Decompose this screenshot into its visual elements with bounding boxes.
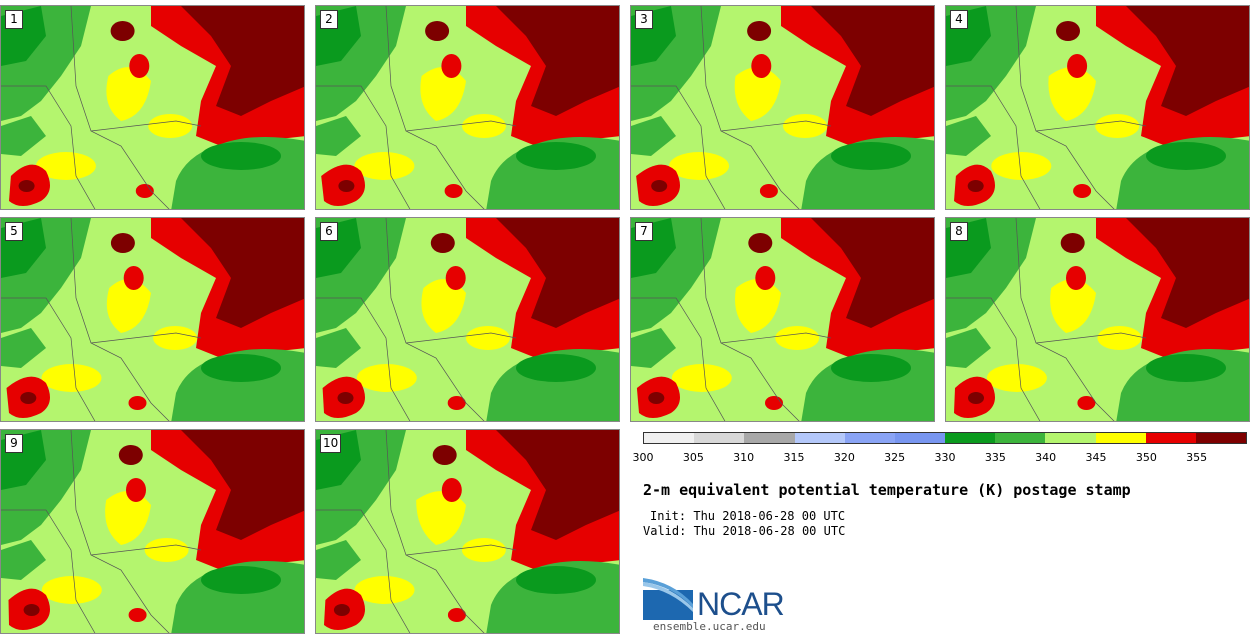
colorbar-segment [945, 433, 996, 443]
colorbar-tick-label: 310 [733, 451, 755, 464]
colorbar-tick-label: 325 [884, 451, 906, 464]
member-number-label: 1 [5, 10, 23, 29]
member-number-label: 6 [320, 222, 338, 241]
colorbar-segment [644, 433, 695, 443]
colorbar-tick-label: 300 [632, 451, 654, 464]
member-number-label: 9 [5, 434, 23, 453]
ensemble-member-map[interactable]: 1 [0, 5, 305, 210]
ensemble-member-map[interactable]: 4 [945, 5, 1250, 210]
ensemble-member-map[interactable]: 2 [315, 5, 620, 210]
colorbar-tick-label: 315 [783, 451, 805, 464]
colorbar-tick-label: 305 [682, 451, 704, 464]
colorbar-tick-label: 340 [1035, 451, 1057, 464]
colorbar-tick-label: 330 [934, 451, 956, 464]
colorbar-segment [694, 433, 745, 443]
member-number-label: 5 [5, 222, 23, 241]
ensemble-member-map[interactable]: 8 [945, 217, 1250, 422]
colorbar-segment [995, 433, 1046, 443]
website-url: ensemble.ucar.edu [653, 620, 766, 633]
member-number-label: 10 [320, 434, 342, 453]
ncar-logo: NCAR [643, 578, 793, 622]
ncar-wordmark: NCAR [697, 586, 785, 622]
colorbar-segment [1045, 433, 1096, 443]
ensemble-member-map[interactable]: 10 [315, 429, 620, 634]
member-number-label: 4 [950, 10, 968, 29]
ensemble-member-map[interactable]: 7 [630, 217, 935, 422]
member-number-label: 7 [635, 222, 653, 241]
colorbar-tick-label: 355 [1186, 451, 1208, 464]
colorbar-segment [1095, 433, 1146, 443]
member-number-label: 2 [320, 10, 338, 29]
colorbar-segment [1195, 433, 1247, 443]
ensemble-member-map[interactable]: 5 [0, 217, 305, 422]
colorbar-tick-label: 350 [1135, 451, 1157, 464]
colorbar-tick-label: 345 [1085, 451, 1107, 464]
ensemble-member-map[interactable]: 3 [630, 5, 935, 210]
colorbar-segment [744, 433, 795, 443]
member-number-label: 3 [635, 10, 653, 29]
colorbar-segment [844, 433, 895, 443]
colorbar-tick-labels: 300 305 310 315 320 325 330 335 340 345 350 355 [633, 451, 1247, 465]
colorbar-tick-label: 320 [833, 451, 855, 464]
member-number-label: 8 [950, 222, 968, 241]
colorbar-segment [794, 433, 845, 443]
colorbar-segment [1145, 433, 1196, 443]
colorbar-segment [894, 433, 946, 443]
plot-title: 2-m equivalent potential temperature (K)… [643, 481, 1131, 499]
ensemble-member-map[interactable]: 6 [315, 217, 620, 422]
init-time: Init: Thu 2018-06-28 00 UTC [650, 509, 846, 523]
valid-time: Valid: Thu 2018-06-28 00 UTC [643, 524, 846, 538]
ncar-swoosh-icon [643, 578, 693, 620]
colorbar [643, 432, 1247, 444]
colorbar-tick-label: 335 [984, 451, 1006, 464]
ensemble-member-map[interactable]: 9 [0, 429, 305, 634]
